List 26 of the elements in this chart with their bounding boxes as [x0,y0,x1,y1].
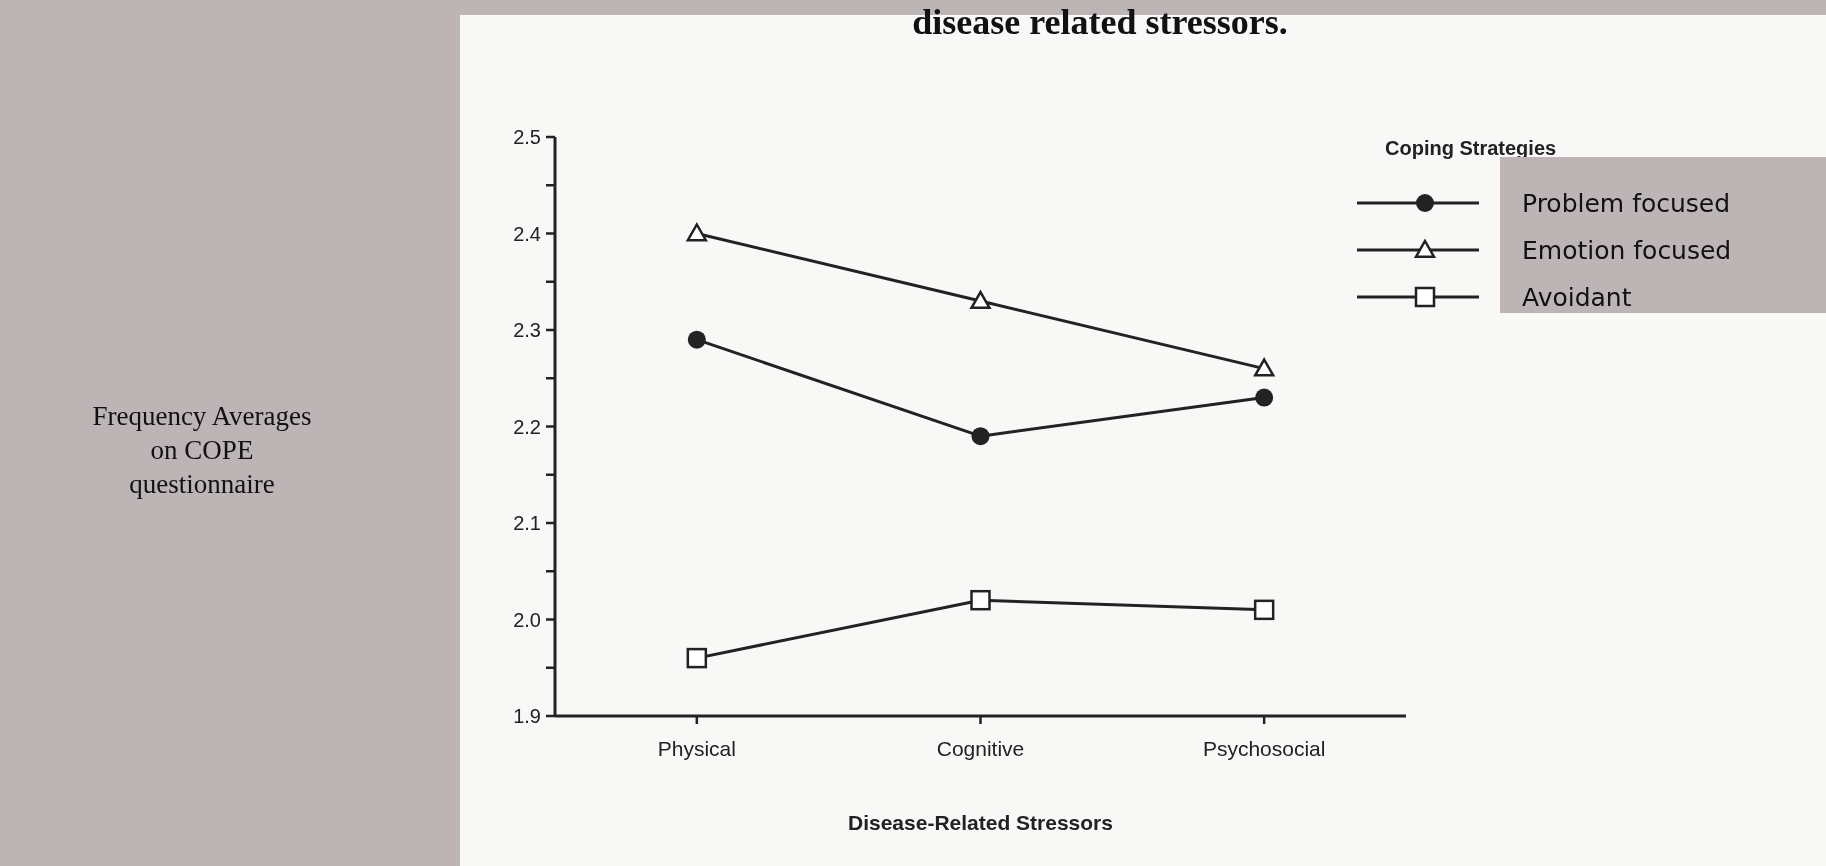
point [1253,599,1275,621]
point [971,427,990,446]
point [686,223,708,242]
point [970,290,991,310]
point [970,589,991,611]
legend-label: Emotion focused [1522,235,1732,265]
text: Frequency Averages on COPE questionnaire [92,401,312,499]
y-tick-label: 1.9 [513,705,541,727]
x-tick-label: Psychosocial [1202,737,1326,760]
y-tick-label: 2.3 [513,319,541,341]
legend-label: Avoidant [1522,282,1632,312]
x-tick-label: Cognitive [936,737,1025,760]
y-tick-label: 2.2 [513,415,541,438]
x-tick-label: Physical [657,737,736,760]
y-tick-label: 2.0 [513,608,541,631]
point [1253,358,1275,377]
y-tick-label: 2.4 [513,222,541,245]
legend-title: Coping Strategies [1385,137,1557,159]
legend-label: Problem focused [1522,188,1731,218]
y-tick-label: 2.5 [513,126,541,148]
chart-title: disease related stressors. [912,2,1288,42]
point [686,647,708,669]
x-axis-title: Disease-Related Stressors [848,811,1113,834]
y-tick-label: 2.1 [513,512,541,534]
point [687,330,706,349]
point [1255,388,1274,407]
